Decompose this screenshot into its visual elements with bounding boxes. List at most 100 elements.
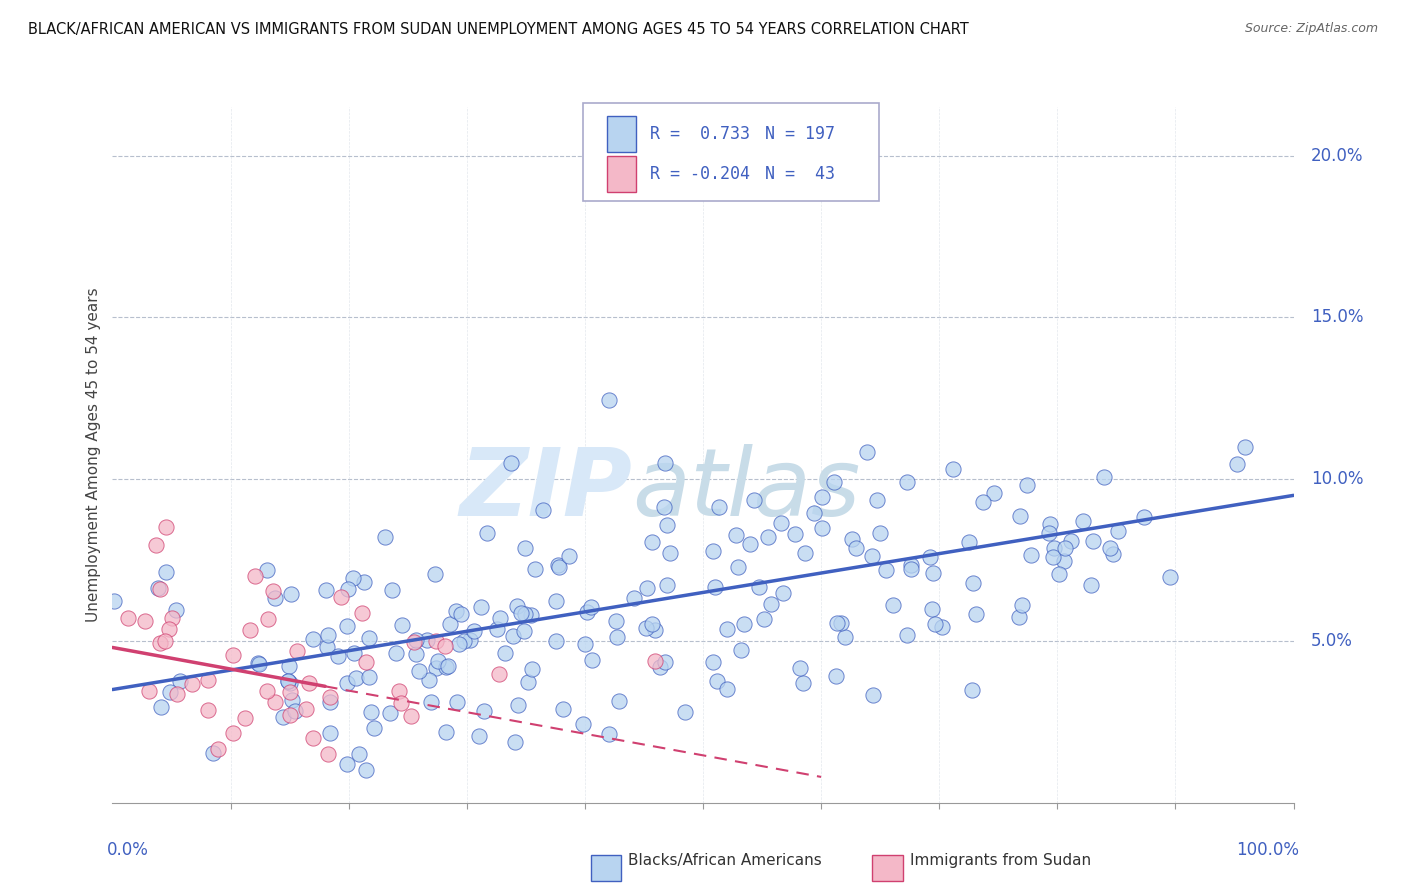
Point xyxy=(1159,570,1181,584)
Point xyxy=(896,475,918,489)
Text: N = 197: N = 197 xyxy=(765,125,835,143)
Point xyxy=(747,580,769,594)
Point xyxy=(752,612,775,626)
Point xyxy=(165,602,187,616)
Text: 0.0%: 0.0% xyxy=(107,841,149,859)
Point xyxy=(856,445,879,459)
Point xyxy=(513,624,536,639)
Point xyxy=(294,702,316,716)
Point xyxy=(605,615,627,629)
Point xyxy=(297,676,319,690)
Point xyxy=(281,692,304,706)
Point xyxy=(834,630,856,644)
Point xyxy=(544,594,567,608)
Point xyxy=(572,717,595,731)
Point xyxy=(547,558,569,573)
Point xyxy=(825,615,848,630)
Point xyxy=(957,535,980,549)
Text: N =  43: N = 43 xyxy=(765,165,835,183)
Point xyxy=(391,617,413,632)
Point xyxy=(405,632,427,647)
Point xyxy=(830,616,852,631)
Point xyxy=(357,670,380,684)
Point xyxy=(150,699,173,714)
Point xyxy=(823,475,845,490)
Point xyxy=(446,694,468,708)
Point xyxy=(257,612,280,626)
Point xyxy=(789,661,811,675)
Point xyxy=(792,676,814,690)
Point xyxy=(138,684,160,698)
Point xyxy=(654,456,676,470)
Point xyxy=(770,516,793,530)
Point xyxy=(716,682,738,697)
Point xyxy=(1015,477,1038,491)
Point xyxy=(415,633,437,648)
Text: BLACK/AFRICAN AMERICAN VS IMMIGRANTS FROM SUDAN UNEMPLOYMENT AMONG AGES 45 TO 54: BLACK/AFRICAN AMERICAN VS IMMIGRANTS FRO… xyxy=(28,22,969,37)
Point xyxy=(546,634,568,648)
Point xyxy=(453,633,475,648)
Point xyxy=(336,676,359,690)
Text: 100.0%: 100.0% xyxy=(1236,841,1299,859)
Point xyxy=(1038,525,1060,540)
Point xyxy=(942,461,965,475)
Point xyxy=(316,628,339,642)
Point xyxy=(922,566,945,580)
Point xyxy=(477,526,499,541)
Point xyxy=(277,673,299,688)
Point xyxy=(347,747,370,761)
Point xyxy=(243,569,266,583)
Point xyxy=(146,581,169,595)
Point xyxy=(607,694,630,708)
Point xyxy=(425,661,447,675)
Point xyxy=(389,697,412,711)
Point xyxy=(488,667,510,681)
Point xyxy=(869,525,891,540)
Point xyxy=(319,690,342,705)
Point xyxy=(650,660,672,674)
Point xyxy=(489,611,512,625)
Point xyxy=(724,528,747,542)
Point xyxy=(344,671,367,685)
Point xyxy=(149,582,172,596)
Point xyxy=(1060,533,1083,548)
Point xyxy=(239,623,262,637)
Point xyxy=(1042,549,1064,564)
Point xyxy=(875,563,897,577)
Point xyxy=(702,544,724,558)
Point xyxy=(318,695,340,709)
Point xyxy=(1008,610,1031,624)
Point xyxy=(374,530,396,544)
Point xyxy=(264,591,287,606)
Point xyxy=(1102,547,1125,561)
Point xyxy=(159,684,181,698)
Point xyxy=(446,604,468,618)
Point xyxy=(148,635,170,649)
Point xyxy=(1039,517,1062,532)
Point xyxy=(425,633,447,648)
Point xyxy=(280,587,302,601)
Point xyxy=(315,640,337,654)
Point xyxy=(434,724,457,739)
Point xyxy=(207,741,229,756)
Point xyxy=(966,607,988,621)
Point xyxy=(983,486,1005,500)
Point xyxy=(811,521,834,535)
Point xyxy=(222,726,245,740)
Point xyxy=(733,617,755,632)
Point xyxy=(470,599,492,614)
Point xyxy=(506,599,529,613)
Point xyxy=(381,583,404,598)
Point xyxy=(501,456,523,470)
Point xyxy=(447,636,470,650)
Point xyxy=(328,648,350,663)
Text: R = -0.204: R = -0.204 xyxy=(650,165,749,183)
Point xyxy=(1107,524,1129,539)
Point xyxy=(658,546,681,560)
Point xyxy=(353,575,375,590)
Point xyxy=(803,506,825,520)
Point xyxy=(494,646,516,660)
Point xyxy=(644,654,666,668)
Point xyxy=(423,566,446,581)
Point xyxy=(641,535,664,549)
